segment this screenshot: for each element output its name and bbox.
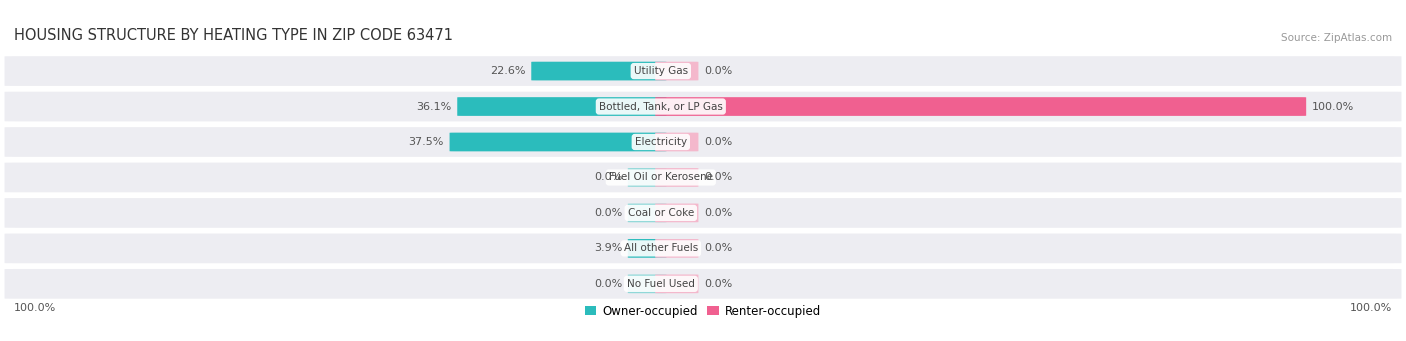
Text: No Fuel Used: No Fuel Used (627, 279, 695, 289)
FancyBboxPatch shape (3, 232, 1403, 265)
Text: Coal or Coke: Coal or Coke (627, 208, 695, 218)
FancyBboxPatch shape (655, 204, 699, 222)
FancyBboxPatch shape (3, 267, 1403, 300)
FancyBboxPatch shape (3, 161, 1403, 194)
Text: 0.0%: 0.0% (593, 279, 621, 289)
Text: 0.0%: 0.0% (704, 137, 733, 147)
Text: 0.0%: 0.0% (704, 173, 733, 182)
FancyBboxPatch shape (627, 275, 666, 293)
Text: 100.0%: 100.0% (14, 303, 56, 313)
FancyBboxPatch shape (3, 55, 1403, 88)
Text: 0.0%: 0.0% (704, 279, 733, 289)
Text: 0.0%: 0.0% (704, 208, 733, 218)
Text: 36.1%: 36.1% (416, 102, 451, 112)
Text: Source: ZipAtlas.com: Source: ZipAtlas.com (1281, 33, 1392, 43)
FancyBboxPatch shape (627, 204, 666, 222)
Text: Electricity: Electricity (634, 137, 688, 147)
Text: 0.0%: 0.0% (704, 66, 733, 76)
FancyBboxPatch shape (3, 196, 1403, 229)
FancyBboxPatch shape (3, 90, 1403, 123)
Text: Fuel Oil or Kerosene: Fuel Oil or Kerosene (609, 173, 713, 182)
Text: All other Fuels: All other Fuels (624, 243, 697, 253)
FancyBboxPatch shape (655, 133, 699, 151)
Text: 100.0%: 100.0% (1350, 303, 1392, 313)
FancyBboxPatch shape (450, 133, 666, 151)
FancyBboxPatch shape (655, 239, 699, 258)
Text: Bottled, Tank, or LP Gas: Bottled, Tank, or LP Gas (599, 102, 723, 112)
FancyBboxPatch shape (457, 97, 666, 116)
FancyBboxPatch shape (655, 97, 1306, 116)
Text: HOUSING STRUCTURE BY HEATING TYPE IN ZIP CODE 63471: HOUSING STRUCTURE BY HEATING TYPE IN ZIP… (14, 28, 453, 43)
Text: 3.9%: 3.9% (593, 243, 621, 253)
Text: 0.0%: 0.0% (593, 208, 621, 218)
Text: 0.0%: 0.0% (704, 243, 733, 253)
Text: 100.0%: 100.0% (1312, 102, 1354, 112)
FancyBboxPatch shape (3, 125, 1403, 159)
Text: 22.6%: 22.6% (491, 66, 526, 76)
FancyBboxPatch shape (531, 62, 666, 80)
Text: Utility Gas: Utility Gas (634, 66, 688, 76)
Text: 37.5%: 37.5% (409, 137, 444, 147)
FancyBboxPatch shape (627, 168, 666, 187)
Text: 0.0%: 0.0% (593, 173, 621, 182)
FancyBboxPatch shape (627, 239, 666, 258)
Legend: Owner-occupied, Renter-occupied: Owner-occupied, Renter-occupied (579, 300, 827, 322)
FancyBboxPatch shape (655, 275, 699, 293)
FancyBboxPatch shape (655, 168, 699, 187)
FancyBboxPatch shape (655, 62, 699, 80)
